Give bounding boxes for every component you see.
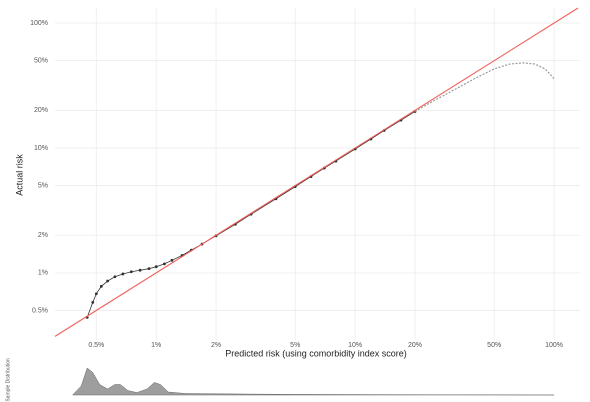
y-tick-label: 1% <box>38 270 48 277</box>
y-tick-label: 0.5% <box>32 307 48 314</box>
data-point <box>91 301 95 304</box>
data-point <box>99 284 103 288</box>
y-tick-label: 20% <box>34 107 48 114</box>
series-line <box>414 62 555 112</box>
x-tick-label: 5% <box>290 342 300 349</box>
x-tick-label: 10% <box>348 342 362 349</box>
x-tick-label: 50% <box>487 342 501 349</box>
data-point <box>113 275 117 279</box>
x-axis-title: Predicted risk (using comorbidity index … <box>225 348 407 358</box>
x-tick-label: 20% <box>408 342 422 349</box>
data-point <box>121 272 125 276</box>
x-tick-label: 0.5% <box>88 342 104 349</box>
x-tick-label: 1% <box>151 342 161 349</box>
y-tick-label: 5% <box>38 182 48 189</box>
density-area <box>72 367 555 396</box>
data-point <box>163 262 166 266</box>
data-point <box>147 267 151 271</box>
data-point <box>129 270 133 274</box>
reference-line <box>54 7 579 337</box>
data-point <box>94 292 98 296</box>
y-tick-label: 50% <box>34 58 48 65</box>
data-point <box>170 258 174 262</box>
y-tick-label: 10% <box>34 145 48 152</box>
density-title: Sample Distribution <box>5 358 11 402</box>
data-point <box>154 265 158 269</box>
x-tick-label: 2% <box>211 342 221 349</box>
y-axis-title: Actual risk <box>14 154 24 196</box>
x-tick-label: 100% <box>545 342 563 349</box>
y-tick-label: 100% <box>30 20 48 27</box>
y-tick-label: 2% <box>38 232 48 239</box>
data-point <box>138 268 142 272</box>
data-point <box>106 279 110 283</box>
